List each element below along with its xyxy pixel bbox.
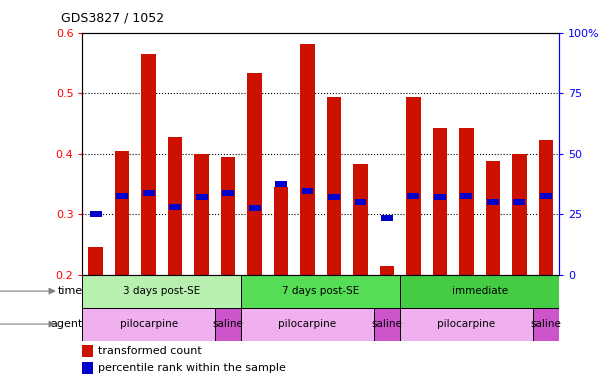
- Bar: [533, 308, 559, 341]
- Bar: [400, 275, 559, 308]
- Bar: [115, 151, 130, 275]
- Bar: [381, 215, 393, 221]
- Text: transformed count: transformed count: [98, 346, 202, 356]
- Text: saline: saline: [530, 319, 562, 329]
- Bar: [408, 193, 419, 199]
- Bar: [82, 345, 93, 357]
- Text: pilocarpine: pilocarpine: [437, 319, 496, 329]
- Bar: [354, 199, 367, 205]
- Text: GDS3827 / 1052: GDS3827 / 1052: [61, 12, 164, 25]
- Bar: [512, 154, 527, 275]
- Bar: [374, 308, 400, 341]
- Bar: [89, 247, 103, 275]
- Bar: [196, 194, 208, 200]
- Bar: [168, 137, 183, 275]
- Bar: [247, 73, 262, 275]
- Bar: [221, 157, 235, 275]
- Bar: [82, 362, 93, 374]
- Bar: [82, 308, 215, 341]
- Bar: [540, 193, 552, 199]
- Bar: [90, 211, 101, 217]
- Bar: [433, 127, 447, 275]
- Text: saline: saline: [213, 319, 244, 329]
- Bar: [461, 193, 472, 199]
- Bar: [327, 98, 342, 275]
- Bar: [513, 199, 525, 205]
- Bar: [274, 187, 288, 275]
- Bar: [222, 190, 234, 196]
- Bar: [400, 308, 533, 341]
- Bar: [538, 140, 553, 275]
- Bar: [353, 164, 368, 275]
- Bar: [275, 181, 287, 187]
- Text: pilocarpine: pilocarpine: [279, 319, 337, 329]
- Bar: [143, 190, 155, 196]
- Bar: [379, 265, 394, 275]
- Bar: [241, 275, 400, 308]
- Bar: [249, 205, 260, 211]
- Bar: [169, 204, 181, 210]
- Bar: [215, 308, 241, 341]
- Text: saline: saline: [371, 319, 403, 329]
- Text: 7 days post-SE: 7 days post-SE: [282, 286, 359, 296]
- Text: 3 days post-SE: 3 days post-SE: [123, 286, 200, 296]
- Bar: [328, 194, 340, 200]
- Bar: [194, 154, 209, 275]
- Bar: [300, 43, 315, 275]
- Text: pilocarpine: pilocarpine: [120, 319, 178, 329]
- Bar: [406, 98, 421, 275]
- Bar: [241, 308, 374, 341]
- Bar: [434, 194, 446, 200]
- Bar: [459, 127, 474, 275]
- Text: immediate: immediate: [452, 286, 508, 296]
- Bar: [82, 275, 241, 308]
- Bar: [486, 161, 500, 275]
- Bar: [116, 193, 128, 199]
- Bar: [141, 54, 156, 275]
- Bar: [302, 188, 313, 194]
- Bar: [487, 199, 499, 205]
- Text: percentile rank within the sample: percentile rank within the sample: [98, 363, 285, 373]
- Text: agent: agent: [50, 319, 82, 329]
- Text: time: time: [57, 286, 82, 296]
